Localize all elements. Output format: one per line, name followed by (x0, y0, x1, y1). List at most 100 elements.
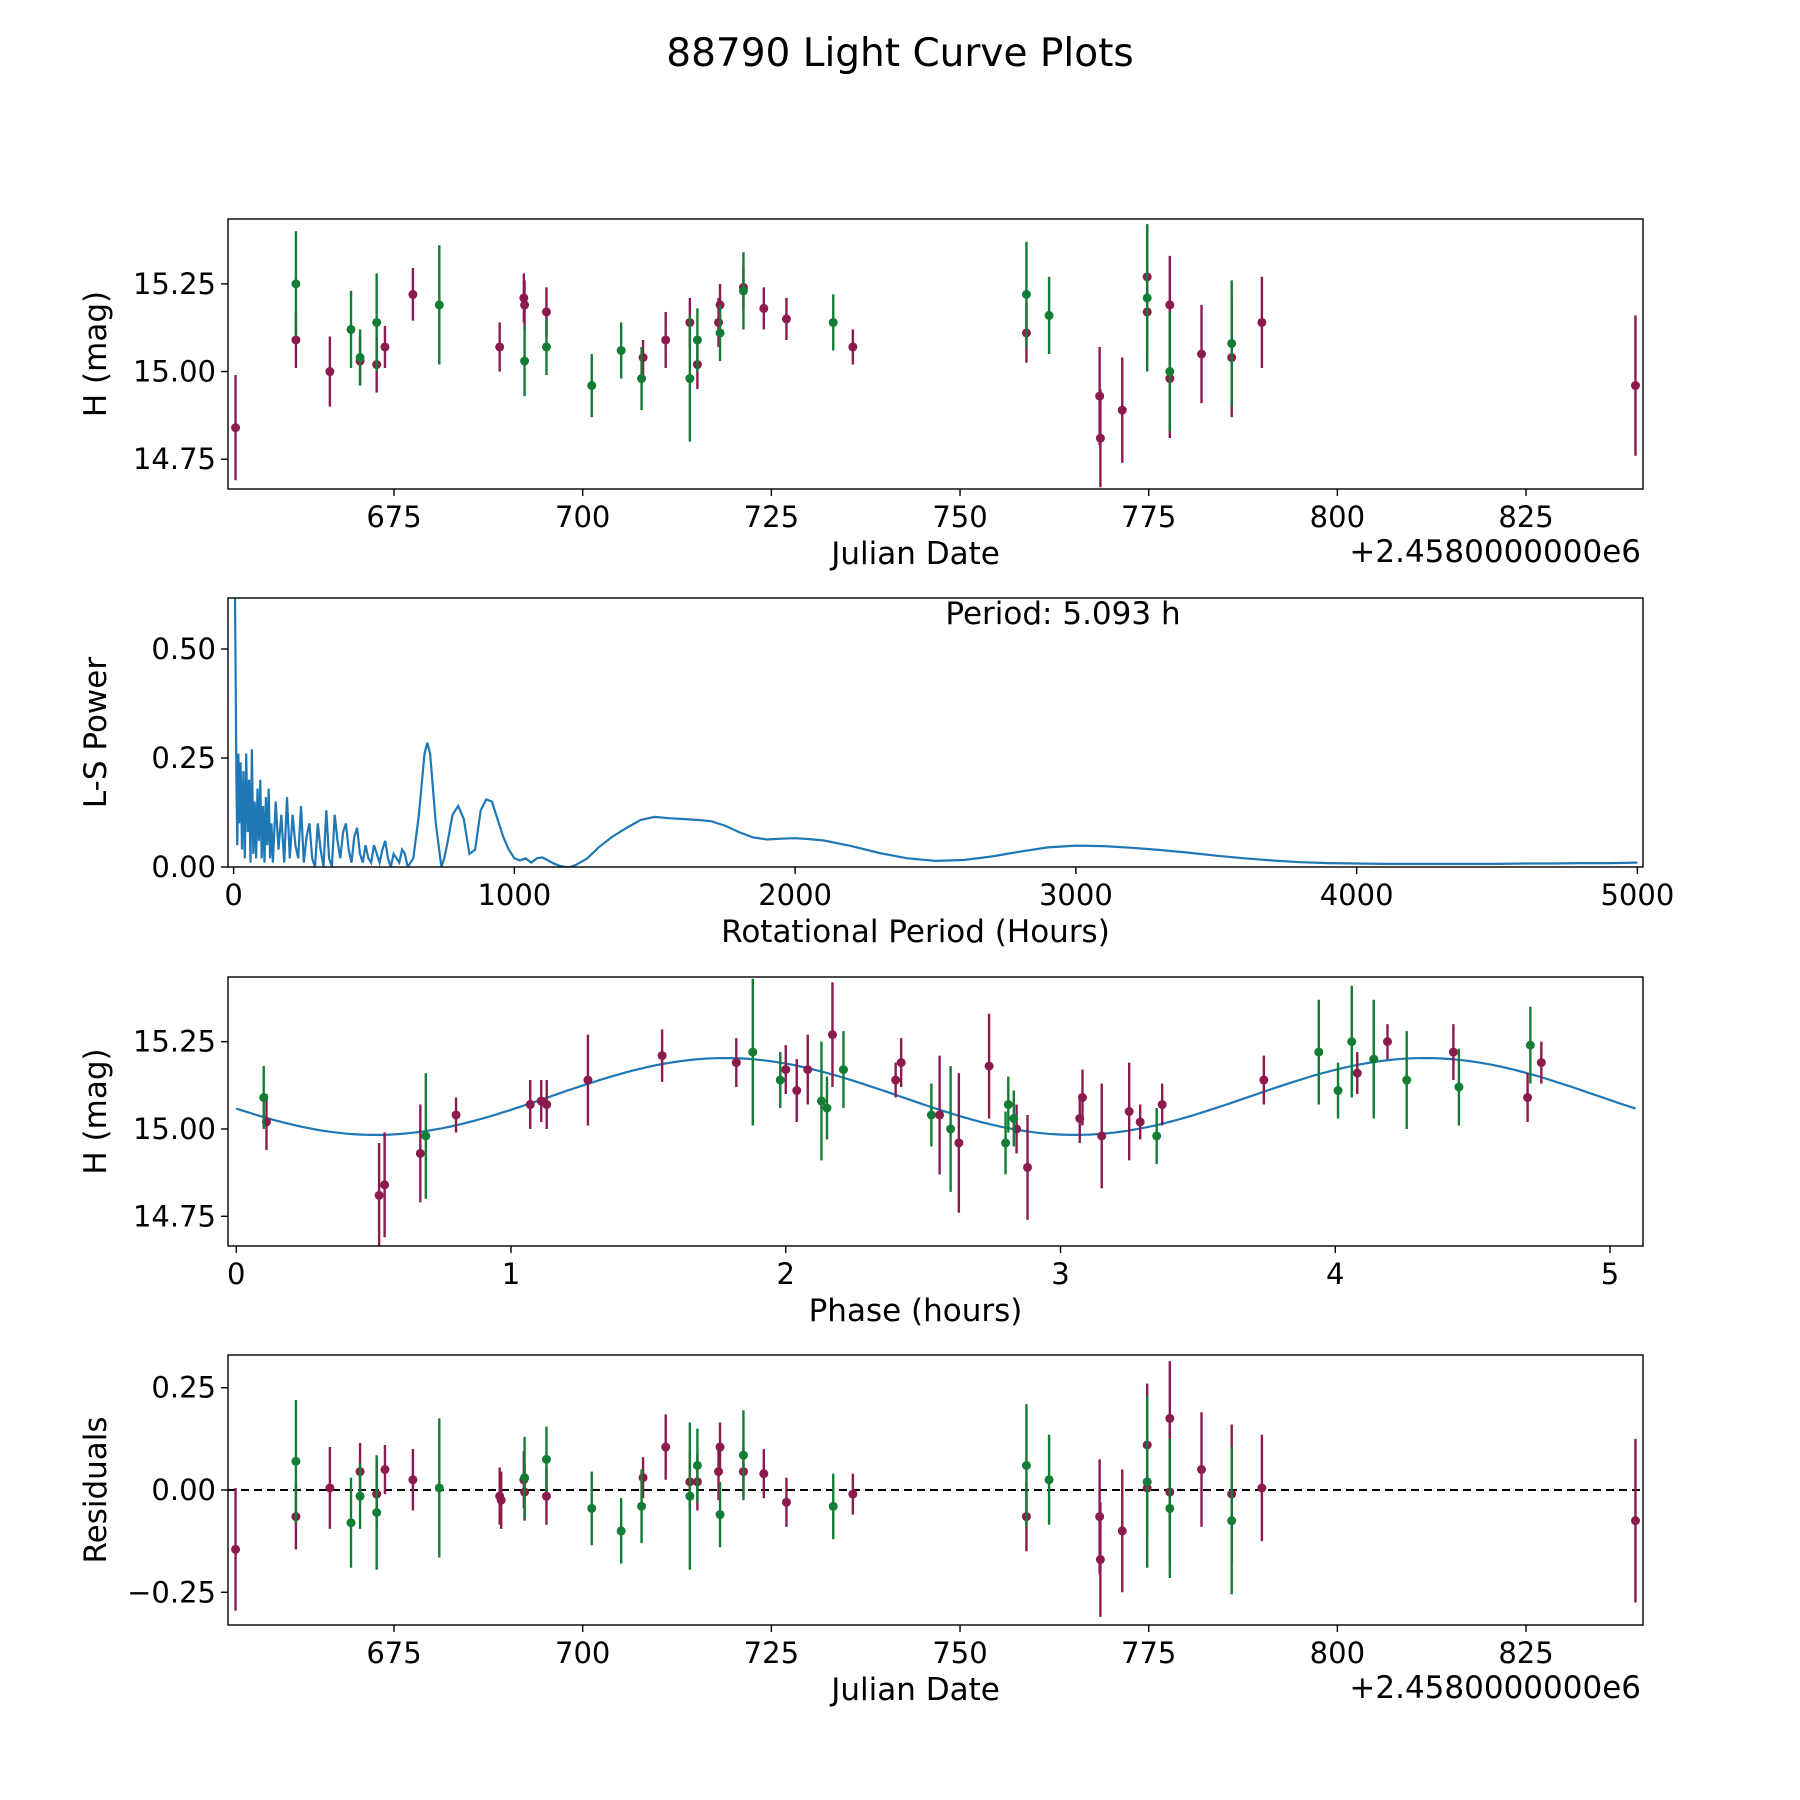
data-point (325, 1483, 335, 1493)
x-tick-label: 3 (1051, 1257, 1069, 1291)
x-tick-label: 750 (932, 1636, 987, 1670)
data-point (408, 1475, 418, 1485)
x-tick-label: 2 (777, 1257, 795, 1291)
model-fit-curve (235, 1057, 1636, 1136)
data-point (1095, 1555, 1105, 1565)
data-point (896, 1058, 906, 1068)
data-point (738, 1450, 748, 1460)
y-tick-label: 15.25 (133, 1025, 216, 1059)
data-point (759, 1469, 769, 1479)
data-point (434, 300, 444, 310)
data-point (583, 1075, 593, 1085)
data-point (1347, 1037, 1357, 1047)
data-point (1097, 1131, 1107, 1141)
y-tick-label: 15.00 (133, 355, 216, 389)
data-point (542, 1100, 552, 1110)
data-point (1117, 405, 1127, 415)
data-point (738, 286, 748, 296)
data-point (1021, 1460, 1031, 1470)
data-point (781, 1065, 791, 1075)
data-point (1197, 1465, 1207, 1475)
axes-frame (227, 218, 1644, 490)
data-point (346, 324, 356, 334)
y-tick-label: 0.50 (151, 632, 216, 666)
y-axis-label: L-S Power (78, 657, 114, 808)
x-tick-label: 775 (1121, 1636, 1176, 1670)
data-point (1124, 1107, 1134, 1116)
data-point (616, 345, 626, 355)
y-axis-label: Residuals (78, 1416, 114, 1563)
y-axis-label: H (mag) (78, 1048, 114, 1174)
data-point (380, 342, 390, 352)
data-point (661, 1442, 671, 1452)
x-tick-label: 725 (744, 500, 799, 534)
data-point (1021, 289, 1031, 299)
data-point (692, 1460, 702, 1470)
data-point (714, 317, 724, 327)
x-tick-label: 675 (366, 500, 421, 534)
data-point (346, 1518, 356, 1528)
data-point (1536, 1058, 1546, 1068)
data-point (415, 1148, 425, 1158)
x-tick-label: 725 (744, 1636, 799, 1670)
x-tick-label: 700 (555, 500, 610, 534)
x-tick-label: 750 (932, 500, 987, 534)
data-point (1227, 1516, 1237, 1526)
data-point (803, 1065, 813, 1075)
data-point (325, 367, 335, 377)
data-point (1257, 317, 1267, 327)
x-tick-label: 825 (1498, 500, 1553, 534)
data-point (1023, 1162, 1033, 1172)
x-tick-label: 4 (1326, 1257, 1344, 1291)
data-point (374, 1190, 384, 1200)
data-point (1369, 1054, 1379, 1064)
x-axis-label: Julian Date (829, 1672, 1000, 1708)
data-point (1197, 349, 1207, 359)
data-point (291, 335, 301, 345)
data-point (1142, 1477, 1152, 1487)
data-point (380, 1180, 390, 1190)
data-point (1352, 1068, 1362, 1078)
data-point (781, 1497, 791, 1507)
y-tick-label: 0.00 (151, 850, 216, 884)
panel-lightcurve: 675 700 725 750 775 800 825 14.75 15.00 15.25 Juli… (78, 218, 1644, 572)
data-point (541, 342, 551, 352)
data-point (520, 356, 530, 366)
x-tick-label: 2000 (758, 878, 832, 912)
plot-area (235, 978, 1636, 1246)
x-axis-label: Rotational Period (Hours) (721, 914, 1110, 950)
data-point (1165, 1503, 1175, 1513)
data-point (816, 1096, 826, 1106)
plot-area (228, 1361, 1643, 1617)
data-point (587, 381, 597, 391)
plot-area (231, 224, 1640, 488)
data-point (715, 328, 725, 338)
data-point (984, 1061, 994, 1071)
data-point (1630, 1516, 1640, 1526)
y-tick-label: 15.00 (133, 1112, 216, 1146)
x-tick-label: 5 (1601, 1257, 1619, 1291)
data-point (714, 1467, 724, 1477)
data-point (355, 353, 365, 363)
y-tick-label: 15.25 (133, 267, 216, 301)
axes-frame (227, 597, 1644, 868)
plot-area (233, 598, 1638, 867)
x-axis-label: Julian Date (829, 536, 1000, 572)
data-point (616, 1526, 626, 1536)
data-point (421, 1131, 431, 1141)
y-tick-label: 0.00 (151, 1473, 216, 1507)
data-point (372, 1508, 382, 1517)
x-tick-label: 1 (502, 1257, 520, 1291)
data-point (1382, 1037, 1392, 1047)
x-tick-label: 825 (1498, 1636, 1553, 1670)
data-point (451, 1110, 461, 1120)
data-point (541, 307, 551, 317)
panel-phased: 0 1 2 3 4 5 14.75 15.00 15.25 Phase (hours) H (mag… (78, 976, 1644, 1329)
data-point (926, 1110, 936, 1120)
data-point (822, 1103, 832, 1113)
period-annotation: Period: 5.093 h (945, 596, 1180, 632)
data-point (1044, 310, 1054, 320)
data-point (775, 1075, 785, 1085)
data-point (637, 374, 647, 384)
